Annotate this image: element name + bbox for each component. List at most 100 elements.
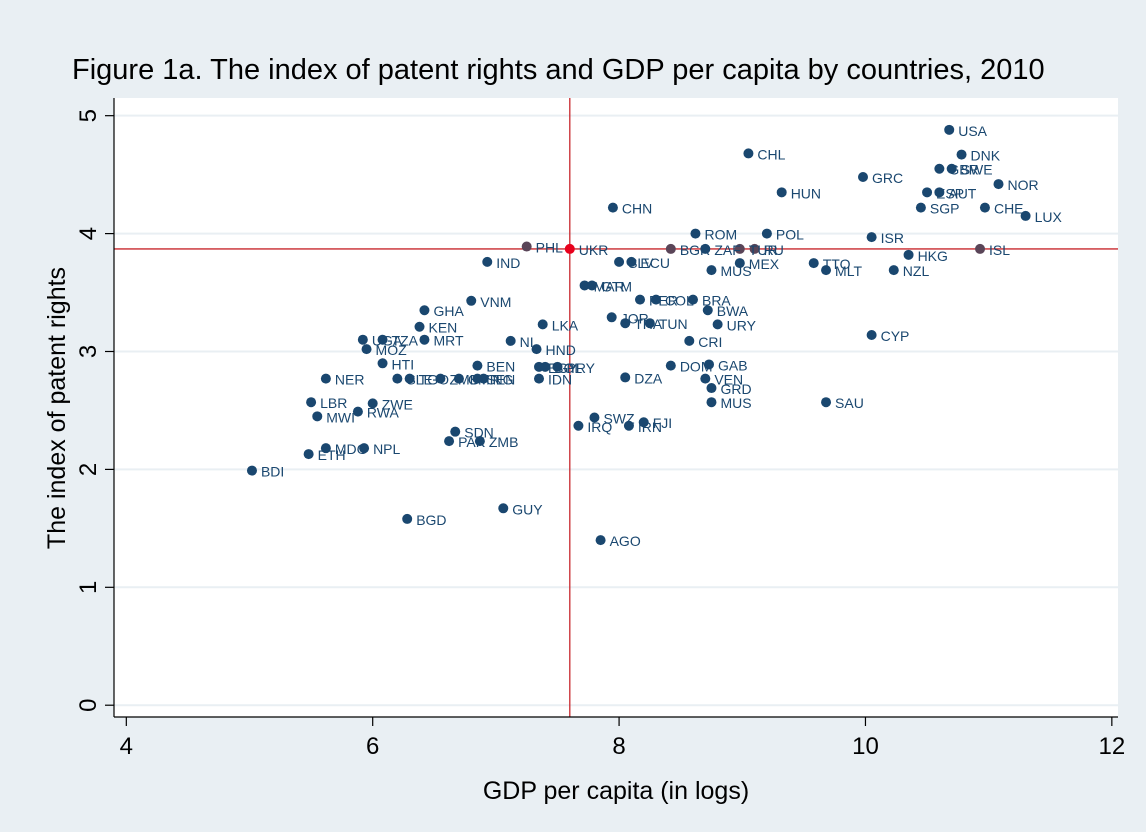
point-label: RWA bbox=[367, 405, 400, 421]
data-point bbox=[534, 373, 545, 384]
y-tick-label: 2 bbox=[75, 463, 102, 476]
point-label: MRT bbox=[433, 333, 464, 349]
data-point bbox=[888, 265, 899, 276]
point-label: IRN bbox=[638, 419, 662, 435]
point-label: USA bbox=[958, 123, 987, 139]
data-point bbox=[306, 397, 317, 408]
data-point bbox=[361, 344, 372, 355]
point-label: CRI bbox=[698, 334, 722, 350]
point-label: ISL bbox=[989, 242, 1010, 258]
data-point bbox=[419, 305, 430, 316]
point-label: BDI bbox=[261, 464, 284, 480]
data-point bbox=[620, 318, 631, 329]
point-label: COL bbox=[665, 293, 694, 309]
data-point bbox=[734, 243, 745, 254]
data-point bbox=[453, 373, 464, 384]
data-point bbox=[474, 436, 485, 447]
data-point bbox=[644, 318, 655, 329]
point-label: BEN bbox=[486, 359, 515, 375]
data-point bbox=[700, 243, 711, 254]
point-label: KEN bbox=[429, 320, 458, 336]
x-axis-title: GDP per capita (in logs) bbox=[483, 777, 749, 805]
data-point bbox=[635, 294, 646, 305]
data-point bbox=[579, 280, 590, 291]
data-point bbox=[638, 417, 649, 428]
data-point bbox=[684, 335, 695, 346]
point-label: GBR bbox=[948, 162, 978, 178]
data-point bbox=[312, 411, 323, 422]
point-label: HTI bbox=[392, 356, 415, 372]
point-label: NPL bbox=[373, 441, 400, 457]
data-point bbox=[761, 228, 772, 239]
data-point bbox=[402, 513, 413, 524]
point-label: GRC bbox=[872, 170, 903, 186]
point-label: SWE bbox=[961, 162, 993, 178]
data-point bbox=[700, 373, 711, 384]
data-point bbox=[589, 412, 600, 423]
data-point bbox=[743, 148, 754, 159]
point-label: SAU bbox=[835, 395, 864, 411]
x-tick-label: 4 bbox=[120, 733, 133, 760]
data-point bbox=[357, 334, 368, 345]
data-point bbox=[1020, 210, 1031, 221]
data-point bbox=[915, 202, 926, 213]
grid-lines bbox=[114, 114, 1118, 707]
data-point bbox=[552, 361, 563, 372]
y-tick-label: 1 bbox=[75, 581, 102, 594]
point-label: MUS bbox=[720, 395, 751, 411]
point-label: SWZ bbox=[603, 411, 635, 427]
plot-area bbox=[114, 98, 1118, 717]
data-point bbox=[706, 265, 717, 276]
point-label: HND bbox=[546, 342, 576, 358]
point-label: BWA bbox=[717, 303, 749, 319]
point-label: SLE bbox=[406, 372, 432, 388]
point-label: BGR bbox=[680, 242, 710, 258]
data-point bbox=[665, 360, 676, 371]
point-label: MLT bbox=[835, 263, 862, 279]
data-point bbox=[979, 202, 990, 213]
point-label: ZWE bbox=[382, 396, 413, 412]
point-label: AUT bbox=[948, 185, 976, 201]
x-tick-label: 12 bbox=[1098, 733, 1125, 760]
data-point bbox=[934, 187, 945, 198]
point-label: NOR bbox=[1008, 177, 1039, 193]
point-label: ZMB bbox=[449, 372, 479, 388]
data-point bbox=[687, 294, 698, 305]
data-point bbox=[626, 256, 637, 267]
point-label: AGO bbox=[610, 533, 641, 549]
point-label: MOZ bbox=[376, 342, 408, 358]
data-point bbox=[665, 243, 676, 254]
data-point bbox=[922, 187, 933, 198]
data-point bbox=[537, 319, 548, 330]
point-label: LUX bbox=[1035, 209, 1063, 225]
data-point bbox=[734, 258, 745, 269]
data-point bbox=[903, 249, 914, 260]
data-point bbox=[808, 258, 819, 269]
data-point bbox=[367, 398, 378, 409]
data-point bbox=[359, 443, 370, 454]
data-point bbox=[956, 149, 967, 160]
point-label: ZAF bbox=[714, 242, 740, 258]
y-tick-label: 0 bbox=[75, 699, 102, 712]
data-point bbox=[776, 187, 787, 198]
data-point bbox=[320, 373, 331, 384]
data-point bbox=[607, 202, 618, 213]
point-label: IND bbox=[496, 255, 520, 271]
point-label: TUN bbox=[659, 316, 688, 332]
point-label: BRA bbox=[702, 293, 731, 309]
chart-title: Figure 1a. The index of patent rights an… bbox=[72, 54, 1045, 86]
data-point bbox=[934, 163, 945, 174]
point-label: DOM bbox=[680, 359, 713, 375]
y-tick-label: 5 bbox=[75, 109, 102, 122]
point-label: SGP bbox=[930, 201, 960, 217]
data-point bbox=[946, 163, 957, 174]
point-label: PAK bbox=[458, 434, 486, 450]
point-label: RU bbox=[764, 242, 784, 258]
point-label: MWI bbox=[326, 409, 355, 425]
point-label: ETH bbox=[318, 447, 346, 463]
point-label: ZMB bbox=[489, 434, 519, 450]
reference-lines bbox=[114, 98, 1118, 717]
data-point bbox=[392, 373, 403, 384]
point-label: NI bbox=[520, 334, 534, 350]
